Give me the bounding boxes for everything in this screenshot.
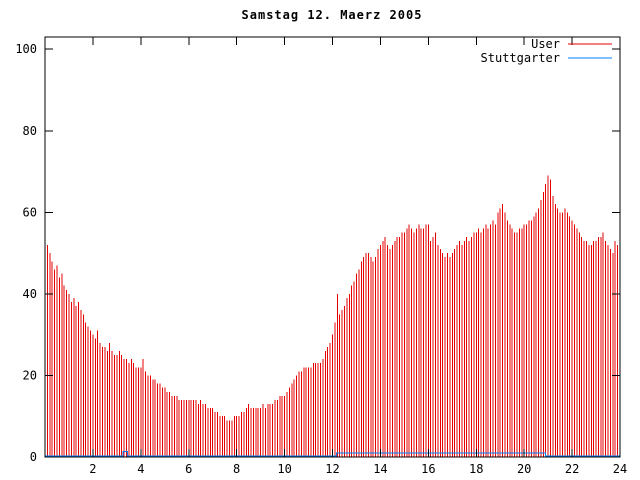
x-tick-label: 18 <box>469 462 483 476</box>
x-tick-label: 2 <box>89 462 96 476</box>
chart-title: Samstag 12. Maerz 2005 <box>242 8 423 22</box>
stuttgarter-series <box>45 450 620 457</box>
x-tick-label: 20 <box>517 462 531 476</box>
y-tick-label: 80 <box>23 124 37 138</box>
x-tick-label: 10 <box>277 462 291 476</box>
x-tick-label: 16 <box>421 462 435 476</box>
legend-label-stuttgarter: Stuttgarter <box>481 51 560 65</box>
x-tick-label: 22 <box>565 462 579 476</box>
x-tick-label: 14 <box>373 462 387 476</box>
x-tick-label: 6 <box>185 462 192 476</box>
user-series <box>44 175 621 457</box>
y-tick-label: 40 <box>23 287 37 301</box>
y-tick-label: 100 <box>15 42 37 56</box>
x-tick-label: 4 <box>137 462 144 476</box>
x-tick-label: 24 <box>613 462 627 476</box>
legend-label-user: User <box>531 37 560 51</box>
y-tick-label: 0 <box>30 450 37 464</box>
legend: User Stuttgarter <box>481 37 612 65</box>
x-tick-label: 12 <box>325 462 339 476</box>
y-tick-label: 20 <box>23 368 37 382</box>
x-tick-label: 8 <box>233 462 240 476</box>
y-tick-label: 60 <box>23 205 37 219</box>
